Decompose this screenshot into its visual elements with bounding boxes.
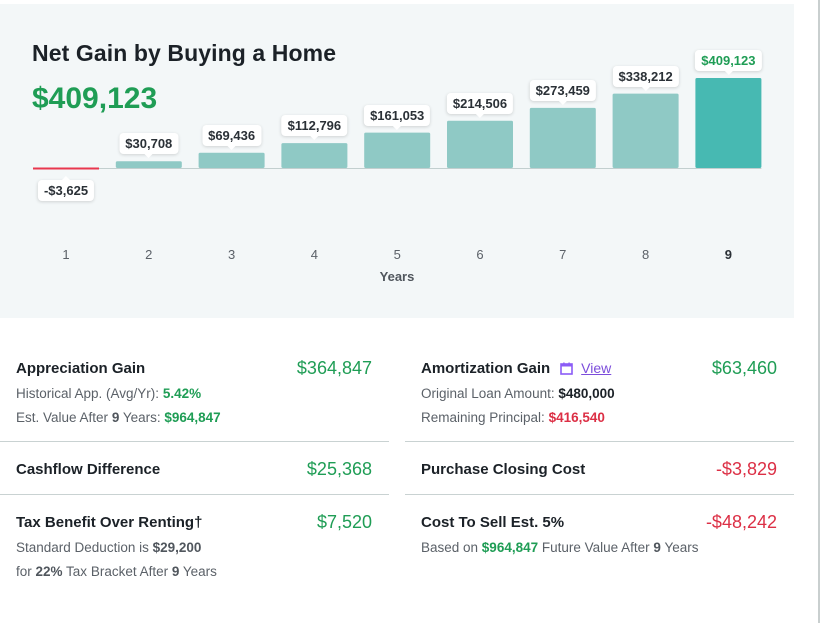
tax-bracket-years: 9 [171,564,180,579]
estimated-value-label: Est. Value After [16,410,112,425]
total-net-gain: $409,123 [32,82,158,115]
cost-to-sell-section: Cost To Sell Est. 5% -$48,242 Based on $… [421,512,777,560]
estimated-value-label-suffix: Years: [119,410,165,425]
x-tick-2: 2 [145,247,153,262]
bar-year-4[interactable] [281,143,348,168]
purchase-closing-cost-value: -$3,829 [715,459,777,479]
divider [405,441,794,442]
tax-benefit-section: Tax Benefit Over Renting† $7,520 Standar… [16,512,372,584]
appreciation-gain-value: $364,847 [296,358,372,378]
historical-appreciation-label: Historical App. (Avg/Yr): [16,386,163,401]
tax-bracket-label: Tax Bracket After [62,564,172,579]
bar-year-3[interactable] [198,152,265,168]
divider [0,494,389,495]
bar-year-8[interactable] [612,93,679,168]
data-label-year-4: $112,796 [281,115,348,141]
amortization-gain-value: $63,460 [711,358,777,378]
bar-year-9[interactable] [695,78,762,168]
amortization-gain-section: Amortization Gain View $63,460 Original L… [421,358,777,430]
tax-benefit-value: $7,520 [316,512,372,532]
amortization-gain-heading: Amortization Gain View [421,360,611,377]
standard-deduction: Standard Deduction is $29,200 [16,540,201,555]
data-label-year-6: $214,506 [446,92,514,118]
original-loan-value: $480,000 [558,386,615,401]
future-value-prefix: Based on [421,540,482,555]
appreciation-gain-title: Appreciation Gain [16,360,146,377]
scrollbar-divider [818,0,820,623]
x-tick-3: 3 [227,247,236,262]
bar-year-5[interactable] [364,132,431,168]
cost-to-sell-value: -$48,242 [705,512,777,532]
original-loan-amount: Original Loan Amount: $480,000 [421,386,615,401]
appreciation-gain-section: Appreciation Gain $364,847 Historical Ap… [16,358,372,430]
data-label-year-2: $30,708 [119,133,179,159]
chart-title: Net Gain by Buying a Home [32,40,337,66]
x-tick-6: 6 [476,247,484,262]
cashflow-difference-title: Cashflow Difference [16,461,161,478]
data-label-year-8: $338,212 [612,65,679,91]
tax-benefit-title: Tax Benefit Over Renting† [16,514,203,531]
future-value-amount: $964,847 [481,540,539,555]
bar-year-7[interactable] [529,107,596,168]
x-tick-5: 5 [393,247,401,262]
x-axis-label: Years [379,269,415,284]
amortization-gain-title: Amortization Gain [421,360,551,377]
x-tick-4: 4 [310,247,319,262]
future-value-basis: Based on $964,847 Future Value After 9 Y… [421,540,698,555]
data-label-year-9: $409,123 [695,50,762,75]
standard-deduction-label: Standard Deduction is [16,540,153,555]
bar-year-2[interactable] [115,161,182,168]
cashflow-difference-section: Cashflow Difference $25,368 [16,459,372,483]
data-label-year-7: $273,459 [529,79,596,105]
x-tick-7: 7 [559,247,567,262]
cost-to-sell-title: Cost To Sell Est. 5% [421,514,565,531]
divider [0,441,389,442]
view-amortization-link[interactable]: View [581,360,612,376]
bar-year-6[interactable] [447,120,513,168]
historical-appreciation: Historical App. (Avg/Yr): 5.42% [16,386,201,401]
data-label-year-1: -$3,625 [37,176,95,201]
bar-year-1[interactable] [33,167,99,170]
tax-bracket-percent: 22% [35,564,63,579]
data-label-year-5: $161,053 [364,104,431,130]
x-tick-9: 9 [724,247,733,262]
estimated-value-years: 9 [111,410,120,425]
data-label-year-3: $69,436 [202,124,262,150]
remaining-principal-value: $416,540 [548,410,605,425]
calendar-icon[interactable] [560,362,573,375]
purchase-closing-cost-title: Purchase Closing Cost [421,461,586,478]
remaining-principal: Remaining Principal: $416,540 [421,410,605,425]
x-tick-8: 8 [641,247,650,262]
future-value-suffix: Years [660,540,699,555]
tax-bracket: for 22% Tax Bracket After 9 Years [16,564,217,579]
historical-appreciation-value: 5.42% [162,386,202,401]
estimated-value: Est. Value After 9 Years: $964,847 [16,410,221,425]
purchase-closing-cost-section: Purchase Closing Cost -$3,829 [421,459,777,483]
divider [405,494,794,495]
x-tick-1: 1 [62,247,70,262]
net-gain-bar-chart [33,78,762,170]
tax-bracket-prefix: for [16,564,36,579]
cashflow-difference-value: $25,368 [306,459,372,479]
estimated-value-amount: $964,847 [164,410,221,425]
future-value-label: Future Value After [538,540,654,555]
future-value-years: 9 [653,540,661,555]
remaining-principal-label: Remaining Principal: [421,410,549,425]
standard-deduction-value: $29,200 [152,540,202,555]
tax-bracket-suffix: Years [179,564,217,579]
original-loan-label: Original Loan Amount: [421,386,559,401]
